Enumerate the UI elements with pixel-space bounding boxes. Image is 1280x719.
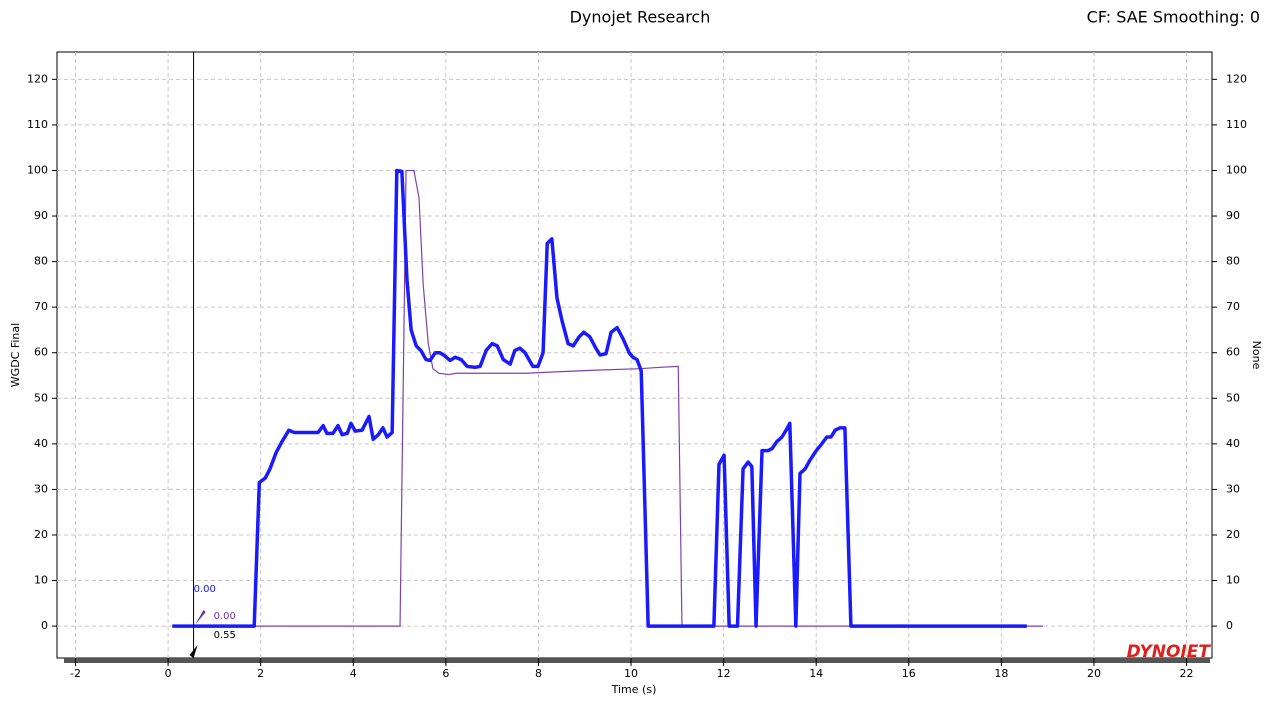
y2-tick-label: 100 [1226, 163, 1247, 176]
plot-frame [56, 51, 1213, 659]
y-tick-label: 20 [34, 528, 48, 541]
y-tick-label: 90 [34, 209, 48, 222]
x-tick-label: 20 [1087, 667, 1101, 680]
x-tick-label: 8 [535, 667, 542, 680]
y-tick-label: 120 [27, 72, 48, 85]
y2-tick-label: 0 [1226, 619, 1233, 632]
readout-arrow [195, 610, 206, 625]
y-tick-label: 100 [27, 163, 48, 176]
x-tick-label: 18 [994, 667, 1008, 680]
x-tick-label: 0 [165, 667, 172, 680]
y-tick-label: 40 [34, 437, 48, 450]
x-tick-label: 16 [902, 667, 916, 680]
y2-tick-label: 20 [1226, 528, 1240, 541]
data-line [172, 169, 1044, 627]
x-tick-label: -2 [70, 667, 81, 680]
y-tick-label: 110 [27, 118, 48, 131]
chart-subtitle: CF: SAE Smoothing: 0 [1087, 8, 1260, 27]
cursor-label: 0.55 [214, 630, 236, 641]
y2-tick-label: 10 [1226, 574, 1240, 587]
x-tick-label: 4 [350, 667, 357, 680]
y2-tick-label: 50 [1226, 391, 1240, 404]
x-tick-label: 2 [257, 667, 264, 680]
y-tick-label: 80 [34, 255, 48, 268]
data-line [172, 168, 1027, 628]
x-tick-label: 6 [442, 667, 449, 680]
x-tick-label: 22 [1180, 667, 1194, 680]
y-tick-label: 60 [34, 346, 48, 359]
y-tick-label: 30 [34, 482, 48, 495]
readout-label: 0.00 [214, 611, 236, 622]
readout-label: 0.00 [194, 584, 216, 595]
chart-title: Dynojet Research [570, 8, 711, 27]
logo: DYNOJET [1127, 642, 1212, 662]
y2-tick-label: 110 [1226, 118, 1247, 131]
y2-tick-label: 120 [1226, 72, 1247, 85]
y2-axis-label: None [1250, 341, 1263, 370]
x-axis-label: Time (s) [611, 683, 657, 696]
y-axis-label: WGDC Final [9, 323, 22, 387]
y-tick-label: 10 [34, 574, 48, 587]
x-tick-label: 10 [624, 667, 638, 680]
y2-tick-label: 80 [1226, 255, 1240, 268]
x-tick-label: 12 [717, 667, 731, 680]
y2-tick-label: 70 [1226, 300, 1240, 313]
x-axis-bar [64, 658, 1210, 663]
y2-tick-label: 30 [1226, 482, 1240, 495]
x-tick-label: 14 [809, 667, 823, 680]
y-tick-label: 0 [41, 619, 48, 632]
y-tick-label: 70 [34, 300, 48, 313]
cursor-arrow [189, 645, 198, 658]
y-tick-label: 50 [34, 391, 48, 404]
y2-tick-label: 60 [1226, 346, 1240, 359]
y2-tick-label: 40 [1226, 437, 1240, 450]
y2-tick-label: 90 [1226, 209, 1240, 222]
